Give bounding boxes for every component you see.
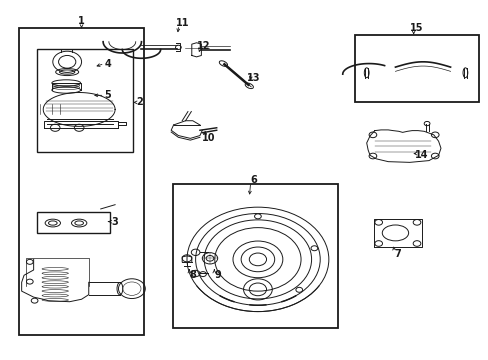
Bar <box>172 184 337 328</box>
Text: 7: 7 <box>394 249 401 259</box>
Text: 14: 14 <box>414 150 427 160</box>
Bar <box>354 35 478 102</box>
Text: 13: 13 <box>247 73 260 83</box>
Text: 9: 9 <box>214 270 221 280</box>
Text: 2: 2 <box>136 98 143 107</box>
Text: 15: 15 <box>409 23 423 33</box>
Circle shape <box>295 287 302 292</box>
Bar <box>38 212 110 233</box>
Text: 3: 3 <box>111 217 118 227</box>
Circle shape <box>199 272 206 276</box>
Text: 11: 11 <box>175 18 188 28</box>
Text: 10: 10 <box>202 133 215 143</box>
Circle shape <box>310 246 317 251</box>
Text: 8: 8 <box>189 270 196 280</box>
Text: 12: 12 <box>197 41 210 51</box>
Circle shape <box>254 214 261 219</box>
Text: 4: 4 <box>104 59 111 68</box>
Bar <box>38 49 133 152</box>
Bar <box>19 28 143 335</box>
Text: 5: 5 <box>104 90 111 100</box>
Text: 6: 6 <box>250 175 257 185</box>
Text: 1: 1 <box>78 16 85 26</box>
